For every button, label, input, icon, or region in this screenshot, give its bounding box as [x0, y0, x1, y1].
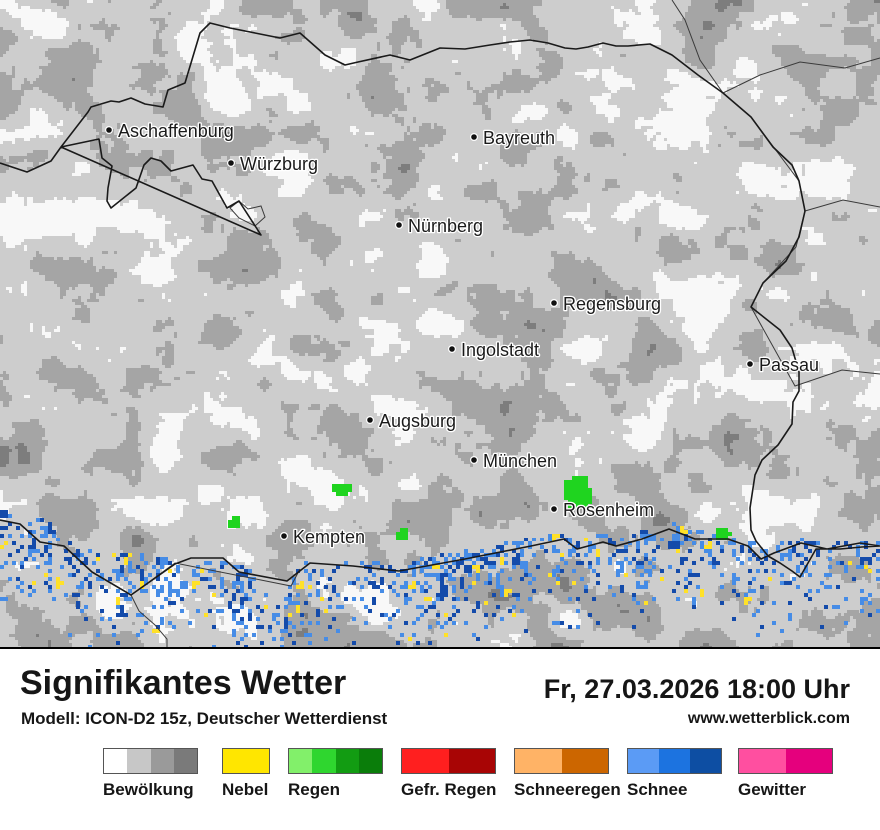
svg-text:Nürnberg: Nürnberg [408, 216, 483, 236]
svg-text:Würzburg: Würzburg [240, 154, 318, 174]
svg-text:Ingolstadt: Ingolstadt [461, 340, 539, 360]
svg-text:München: München [483, 451, 557, 471]
svg-text:Bayreuth: Bayreuth [483, 128, 555, 148]
svg-text:Rosenheim: Rosenheim [563, 500, 654, 520]
svg-text:Regensburg: Regensburg [563, 294, 661, 314]
svg-text:Kempten: Kempten [293, 527, 365, 547]
svg-text:Aschaffenburg: Aschaffenburg [118, 121, 234, 141]
svg-text:Augsburg: Augsburg [379, 411, 456, 431]
svg-text:Passau: Passau [759, 355, 819, 375]
